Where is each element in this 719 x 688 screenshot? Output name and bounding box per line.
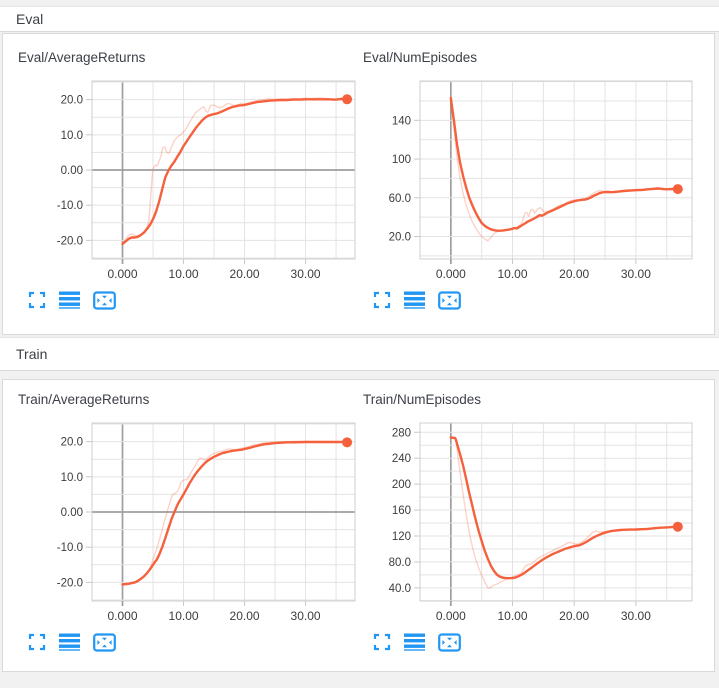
data-table-button[interactable] [404,291,425,309]
svg-text:20.00: 20.00 [559,267,589,281]
expand-chart-button[interactable] [373,633,391,651]
svg-text:10.00: 10.00 [169,609,199,623]
svg-text:60.0: 60.0 [389,193,411,205]
section-header-train[interactable]: Train [0,337,719,371]
svg-text:30.00: 30.00 [291,609,321,623]
fit-domain-button[interactable] [438,290,461,310]
fit-domain-icon [438,632,461,652]
svg-text:30.00: 30.00 [621,267,651,281]
svg-text:20.00: 20.00 [559,609,589,623]
data-table-button[interactable] [404,633,425,651]
chart-card: Eval/NumEpisodes 20.0 60.0 100 140 0.000 10.0… [363,50,709,310]
data-table-icon [404,633,425,651]
data-table-button[interactable] [59,291,80,309]
svg-text:40.0: 40.0 [389,583,411,595]
svg-text:280: 280 [392,427,411,439]
line-chart[interactable]: -20.0 -10.0 0.00 10.0 20.0 0.000 10.00 20.00 30.… [18,77,364,282]
fit-domain-button[interactable] [93,290,116,310]
svg-text:0.00: 0.00 [61,165,83,177]
svg-text:10.00: 10.00 [498,267,528,281]
chart-card: Train/NumEpisodes 40.0 80.0 120 160 200 240 28… [363,392,709,652]
expand-chart-button[interactable] [28,291,46,309]
expand-icon [28,291,46,309]
expand-chart-button[interactable] [28,633,46,651]
svg-text:0.000: 0.000 [107,609,137,623]
data-table-icon [59,291,80,309]
svg-text:10.00: 10.00 [169,267,199,281]
svg-text:20.00: 20.00 [230,609,260,623]
svg-text:100: 100 [392,154,411,166]
chart-title: Eval/AverageReturns [18,50,146,65]
fit-domain-icon [438,290,461,310]
data-table-icon [404,291,425,309]
expand-icon [373,291,391,309]
svg-text:20.0: 20.0 [61,437,83,449]
chart-toolbar [18,290,364,310]
chart-toolbar [18,632,364,652]
chart-title: Train/NumEpisodes [363,392,482,407]
chart-toolbar [363,632,709,652]
svg-text:20.0: 20.0 [389,232,411,244]
line-chart[interactable]: 20.0 60.0 100 140 0.000 10.00 20.00 30.00 [363,77,709,282]
svg-text:0.000: 0.000 [107,267,137,281]
svg-text:80.0: 80.0 [389,557,411,569]
svg-text:200: 200 [392,479,411,491]
chart-title: Eval/NumEpisodes [363,50,478,65]
chart-toolbar [363,290,709,310]
svg-text:30.00: 30.00 [621,609,651,623]
svg-text:0.00: 0.00 [61,507,83,519]
fit-domain-icon [93,290,116,310]
section-panel-train: Train/AverageReturns -20.0 -10.0 0.00 10.0 2… [2,379,715,672]
svg-text:30.00: 30.00 [291,267,321,281]
line-chart[interactable]: 40.0 80.0 120 160 200 240 280 0.000 10.00 20.00 30… [363,419,709,624]
expand-icon [373,633,391,651]
section-header-eval[interactable]: Eval [0,6,719,32]
section-label: Train [16,346,48,362]
chart-card: Eval/AverageReturns -20.0 -10.0 0.00 10.0 20… [18,50,364,310]
fit-domain-icon [93,632,116,652]
line-chart[interactable]: -20.0 -10.0 0.00 10.0 20.0 0.000 10.00 20.00 30.… [18,419,364,624]
svg-text:-10.0: -10.0 [57,542,83,554]
fit-domain-button[interactable] [93,632,116,652]
svg-text:10.00: 10.00 [498,609,528,623]
chart-title: Train/AverageReturns [18,392,150,407]
svg-text:10.0: 10.0 [61,472,83,484]
svg-text:0.000: 0.000 [436,609,466,623]
svg-text:120: 120 [392,531,411,543]
expand-icon [28,633,46,651]
section-panel-eval: Eval/AverageReturns -20.0 -10.0 0.00 10.0 20… [2,33,715,335]
data-table-button[interactable] [59,633,80,651]
data-table-icon [59,633,80,651]
svg-text:20.00: 20.00 [230,267,260,281]
svg-text:160: 160 [392,505,411,517]
svg-text:240: 240 [392,453,411,465]
svg-text:20.0: 20.0 [61,95,83,107]
svg-text:-20.0: -20.0 [57,577,83,589]
expand-chart-button[interactable] [373,291,391,309]
svg-text:-10.0: -10.0 [57,200,83,212]
svg-text:0.000: 0.000 [436,267,466,281]
svg-text:-20.0: -20.0 [57,235,83,247]
svg-text:140: 140 [392,115,411,127]
section-label: Eval [16,11,44,27]
fit-domain-button[interactable] [438,632,461,652]
svg-text:10.0: 10.0 [61,130,83,142]
chart-card: Train/AverageReturns -20.0 -10.0 0.00 10.0 2… [18,392,364,652]
